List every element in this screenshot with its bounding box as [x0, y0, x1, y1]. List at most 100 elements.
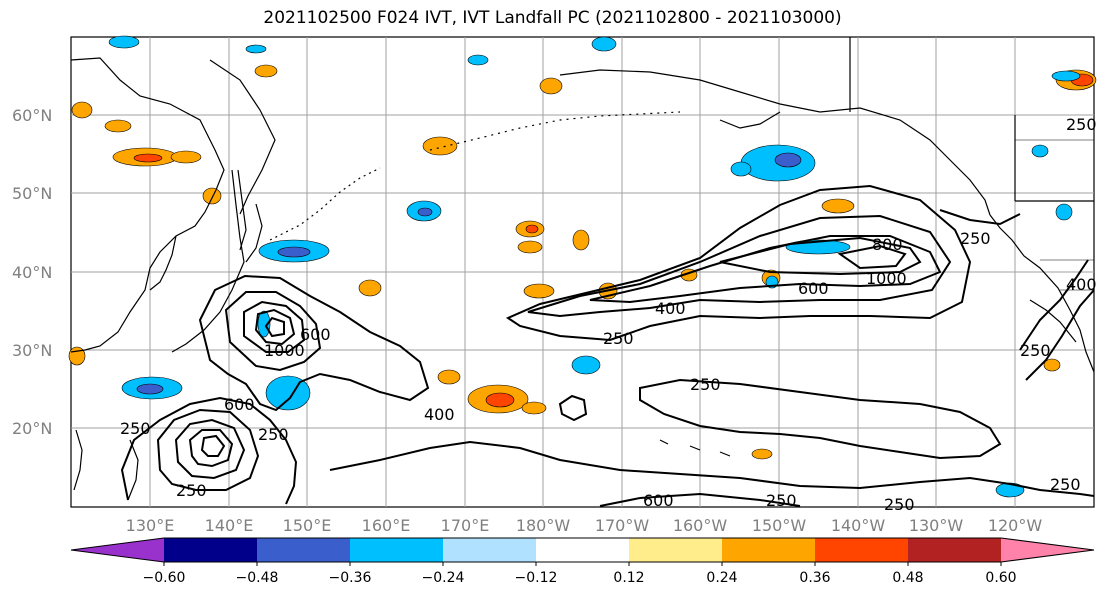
colorbar-tick-label: −0.24 [422, 570, 465, 586]
pc-negative-patch [277, 246, 311, 258]
pc-negative-patch [1051, 70, 1081, 82]
colorbar-tick-label: 0.48 [892, 570, 923, 586]
contour-label: 250 [766, 491, 797, 510]
pc-positive-patch [539, 77, 563, 95]
contour-label: 400 [655, 299, 686, 318]
contour-label: 250 [690, 375, 721, 394]
lon-label: 120°W [988, 516, 1043, 535]
contour-typhoon-north-1000 [264, 316, 285, 338]
colorbar-extend-low [71, 538, 164, 562]
lat-label: 50°N [12, 184, 52, 203]
contour-250-subtropical [329, 440, 1095, 497]
contour-label: 250 [120, 419, 151, 438]
contour-label: 250 [884, 495, 915, 514]
pc-negative-patch [108, 35, 140, 49]
colorbar: −0.60 −0.48 −0.36 −0.24 −0.12 0.12 0.24 0.36 0.4… [70, 537, 1095, 586]
contour-400-ar [527, 214, 952, 318]
colorbar-segment [257, 538, 351, 562]
pc-positive-patch [422, 136, 458, 156]
lat-label: 60°N [12, 106, 52, 125]
colorbar-segment [815, 538, 909, 562]
colorbar-segment [722, 538, 816, 562]
contour-typhoon-south-400 [156, 408, 260, 491]
pc-positive-patch [202, 187, 222, 205]
contour-typhoon-north-250 [198, 274, 430, 412]
pc-positive-patch [68, 346, 86, 366]
pc-positive-patch [521, 401, 547, 415]
lat-label: 40°N [12, 263, 52, 282]
colorbar-segment [908, 538, 1002, 562]
ivt-contours [120, 184, 1095, 507]
pc-positive-patch [71, 101, 93, 119]
colorbar-segment [164, 538, 258, 562]
contour-250-subtropical-2 [639, 378, 1002, 460]
contour-label: 250 [1020, 341, 1051, 360]
lon-label: 160°E [362, 516, 411, 535]
coastlines [70, 37, 1095, 501]
contour-label: 400 [1066, 275, 1097, 294]
colorbar-segment [350, 538, 444, 562]
lon-label: 130°W [909, 516, 964, 535]
colorbar-tick-label: −0.12 [515, 570, 558, 586]
pc-positive-patch [133, 153, 163, 163]
pc-positive-patch [485, 392, 515, 408]
pc-negative-patch [571, 355, 601, 375]
lon-label: 140°W [831, 516, 886, 535]
lon-label: 160°W [673, 516, 728, 535]
lon-label: 150°E [283, 516, 332, 535]
lon-label: 130°E [126, 516, 175, 535]
pc-shading [68, 35, 1097, 498]
contour-250-small [558, 394, 588, 422]
colorbar-tick-label: 0.24 [706, 570, 737, 586]
contour-label: 600 [224, 395, 255, 414]
pc-positive-patch [1043, 358, 1061, 372]
lon-label: 140°E [205, 516, 254, 535]
pc-negative-patch [1055, 203, 1073, 221]
contour-250-west-coast-2 [1025, 289, 1095, 381]
pc-positive-patch [254, 64, 278, 78]
colorbar-tick-label: −0.48 [236, 570, 279, 586]
pc-positive-patch [437, 369, 461, 385]
contour-label: 800 [872, 235, 903, 254]
contour-labels: 400 600 800 1000 250 250 250 250 250 250… [120, 115, 1097, 514]
colorbar-extend-high [1001, 538, 1094, 562]
pc-positive-patch [821, 198, 855, 214]
contour-250-west-coast [1019, 259, 1089, 351]
colorbar-tick-label: −0.60 [143, 570, 186, 586]
lon-label: 150°W [752, 516, 807, 535]
lat-labels: 60°N 50°N 40°N 30°N 20°N [12, 106, 52, 438]
lat-label: 20°N [12, 419, 52, 438]
pc-positive-patch [751, 448, 773, 460]
lon-label: 170°W [595, 516, 650, 535]
colorbar-tick-label: 0.36 [799, 570, 830, 586]
contour-label: 250 [176, 481, 207, 500]
contour-typhoon-south-800 [188, 429, 234, 468]
pc-negative-patch [1031, 144, 1049, 158]
contour-label: 250 [1066, 115, 1097, 134]
contour-label: 250 [603, 329, 634, 348]
colorbar-tick-label: 0.60 [985, 570, 1016, 586]
contour-800-ar [719, 236, 922, 276]
pc-positive-patch [517, 240, 543, 254]
contour-label: 250 [960, 229, 991, 248]
pc-positive-patch [572, 229, 590, 251]
contour-1000-ar [837, 244, 907, 270]
contour-label: 400 [424, 405, 455, 424]
contour-250-ar [505, 184, 972, 342]
pc-positive-patch [523, 283, 555, 299]
pc-negative-patch [591, 36, 617, 52]
lon-labels: 130°E 140°E 150°E 160°E 170°E 180°W 170°… [126, 516, 1043, 535]
contour-label: 600 [643, 491, 674, 510]
contour-typhoon-south-600 [174, 418, 246, 480]
pc-negative-patch [467, 54, 489, 66]
pc-positive-patch [104, 119, 132, 133]
pc-negative-patch [245, 44, 267, 54]
colorbar-segment [629, 538, 723, 562]
contour-typhoon-north-400 [224, 291, 322, 372]
contour-typhoon-south-1000 [200, 434, 226, 457]
pc-negative-patch [136, 383, 164, 395]
pc-negative-patch [774, 152, 802, 168]
contour-label: 600 [798, 279, 829, 298]
colorbar-segment [443, 538, 537, 562]
